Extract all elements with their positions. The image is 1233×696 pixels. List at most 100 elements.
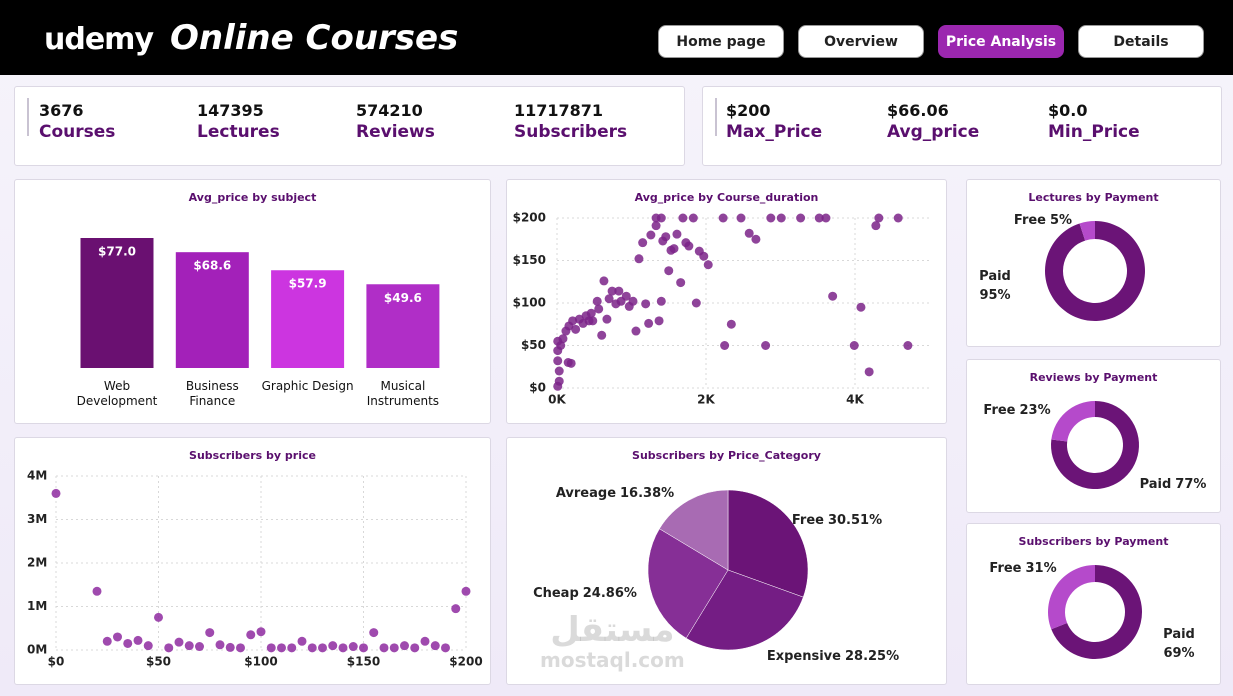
point [814, 213, 824, 223]
kpi-value: $0.0 [1048, 101, 1088, 120]
point [871, 221, 881, 231]
kpi-label: Avg_price [887, 122, 980, 142]
chart-title: Subscribers by Price_Category [632, 449, 821, 462]
slice [1051, 401, 1139, 489]
point [631, 326, 641, 336]
point [672, 229, 682, 239]
point [903, 341, 913, 350]
slice-category: Cheap [533, 586, 579, 601]
point [720, 341, 730, 350]
bar [80, 238, 154, 368]
chart-panel: Subscribers by Payment Paid 69% Free 31% [966, 523, 1221, 685]
slice-category: Paid [1163, 627, 1195, 642]
point [718, 213, 728, 223]
slice-value: 28.25% [845, 649, 899, 664]
slice-label: Cheap 24.86% [533, 586, 637, 601]
point [592, 296, 602, 306]
point [761, 341, 771, 350]
point [691, 298, 701, 308]
point [554, 366, 564, 376]
point [277, 643, 286, 653]
chart-panel: Avg_price by Course_duration $0 $50 $100 $15… [506, 179, 947, 424]
point [441, 643, 450, 653]
point [776, 213, 786, 223]
point [656, 213, 666, 223]
point [379, 643, 389, 653]
point [796, 213, 806, 223]
point [102, 636, 112, 646]
slice-category: Paid [1140, 477, 1172, 492]
point [703, 260, 713, 270]
slice-label: Paid 69% [1163, 627, 1195, 661]
x-tick-label: Musical Instruments [366, 379, 440, 408]
kpi-label: Subscribers [514, 122, 628, 142]
y-tick-label: 0M [27, 643, 47, 657]
point [644, 318, 654, 328]
slice [1048, 565, 1095, 630]
slice-value: 95% [979, 288, 1010, 303]
slice-value: 24.86% [583, 586, 637, 601]
point [607, 286, 617, 296]
x-tick-label: $0 [48, 655, 65, 669]
point [113, 632, 122, 642]
kpi-card: 3676 Courses 147395 Lectures 574210 Reviews… [14, 86, 685, 166]
y-tick-label: $50 [521, 338, 546, 352]
point [369, 628, 379, 638]
point [688, 213, 698, 223]
kpi-label: Min_Price [1048, 122, 1140, 142]
point [400, 641, 409, 651]
nav-button[interactable]: Overview [798, 25, 924, 58]
x-tick-label: Web Development [76, 379, 158, 408]
point [143, 641, 153, 651]
slice [685, 569, 804, 651]
slice-value: 77% [1175, 477, 1206, 492]
point [571, 324, 581, 334]
point [651, 221, 661, 231]
slice-category: Free [1014, 213, 1046, 228]
slice-label: Paid 95% [979, 269, 1011, 303]
point [678, 213, 688, 223]
point [256, 627, 266, 637]
y-tick-label: $150 [513, 253, 546, 267]
kpi-card: $200 Max_Price $66.06 Avg_price $0.0 Min_Pr… [702, 86, 1222, 166]
value-label: $49.6 [384, 291, 422, 305]
point [553, 356, 563, 366]
point [51, 488, 61, 498]
nav-button[interactable]: Details [1078, 25, 1204, 58]
point [586, 308, 596, 318]
y-tick-label: 2M [27, 556, 47, 570]
kpi-value: 574210 [356, 101, 423, 120]
chart-panel: Subscribers by Price_Category Free 30.51% E… [506, 437, 947, 685]
y-tick-label: 4M [27, 469, 47, 483]
chart-title: Avg_price by subject [189, 191, 317, 204]
point [195, 642, 204, 652]
chart: Subscribers by Payment Paid 69% Free 31% [989, 535, 1195, 661]
dashboard-title: Online Courses [170, 18, 459, 58]
chart-panel: Avg_price by subject $77.0 $68.6 $57.9 $49.6… [14, 179, 491, 424]
kpi-label: Reviews [356, 122, 435, 142]
point [556, 341, 566, 350]
point [359, 643, 368, 653]
point [287, 643, 297, 653]
x-tick-label: Graphic Design [261, 379, 354, 393]
kpi-value: $66.06 [887, 101, 949, 120]
point [318, 643, 327, 653]
y-tick-label: 1M [27, 599, 47, 613]
nav-button[interactable]: Price Analysis [938, 25, 1064, 58]
y-tick-label: $200 [513, 211, 546, 225]
point [328, 641, 338, 651]
point [348, 642, 358, 652]
point [215, 640, 225, 650]
y-tick-label: $0 [529, 381, 546, 395]
point [828, 291, 838, 301]
slice-category: Free [792, 513, 824, 528]
nav-button[interactable]: Home page [658, 25, 784, 58]
x-tick-label: $100 [244, 655, 277, 669]
point [661, 232, 671, 242]
slice-label: Free 30.51% [792, 513, 882, 528]
slice [1051, 401, 1095, 442]
point [641, 299, 651, 309]
point [684, 241, 694, 251]
point [874, 213, 884, 223]
